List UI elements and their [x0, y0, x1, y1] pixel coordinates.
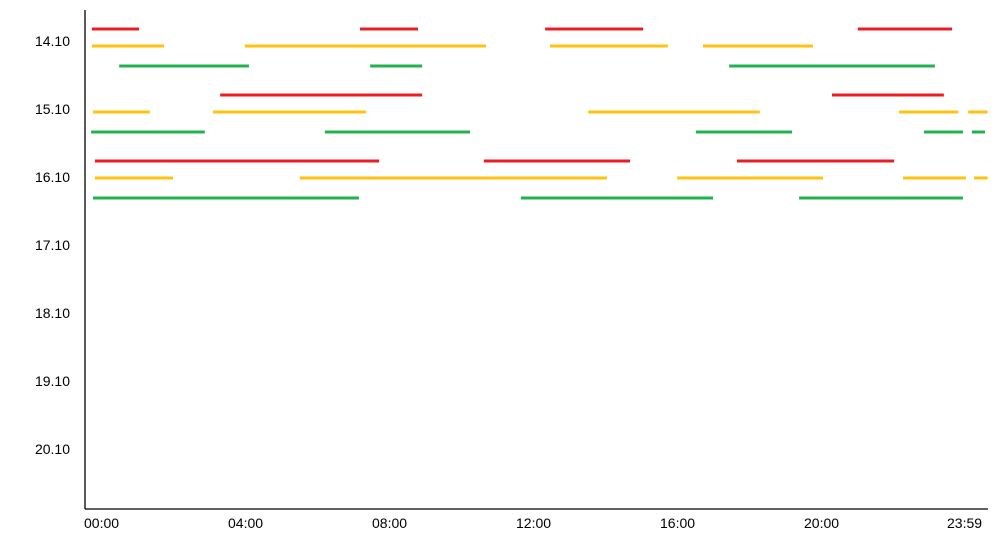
y-tick-label: 16.10: [35, 169, 70, 185]
x-tick-label: 04:00: [228, 515, 263, 531]
y-tick-label: 15.10: [35, 101, 70, 117]
x-tick-label: 08:00: [372, 515, 407, 531]
x-tick-label: 12:00: [516, 515, 551, 531]
x-tick-label: 16:00: [660, 515, 695, 531]
y-tick-label: 17.10: [35, 237, 70, 253]
segments-layer: [91, 27, 988, 200]
y-tick-label: 18.10: [35, 305, 70, 321]
x-tick-label: 23:59: [947, 515, 982, 531]
y-tick-labels: 14.10 15.10 16.10 17.10 18.10 19.10 20.10: [35, 33, 70, 457]
x-tick-label: 00:00: [84, 515, 119, 531]
y-tick-label: 14.10: [35, 33, 70, 49]
y-tick-label: 19.10: [35, 373, 70, 389]
x-tick-labels: 00:00 04:00 08:00 12:00 16:00 20:00 23:59: [84, 515, 982, 531]
y-tick-label: 20.10: [35, 441, 70, 457]
x-tick-label: 20:00: [804, 515, 839, 531]
